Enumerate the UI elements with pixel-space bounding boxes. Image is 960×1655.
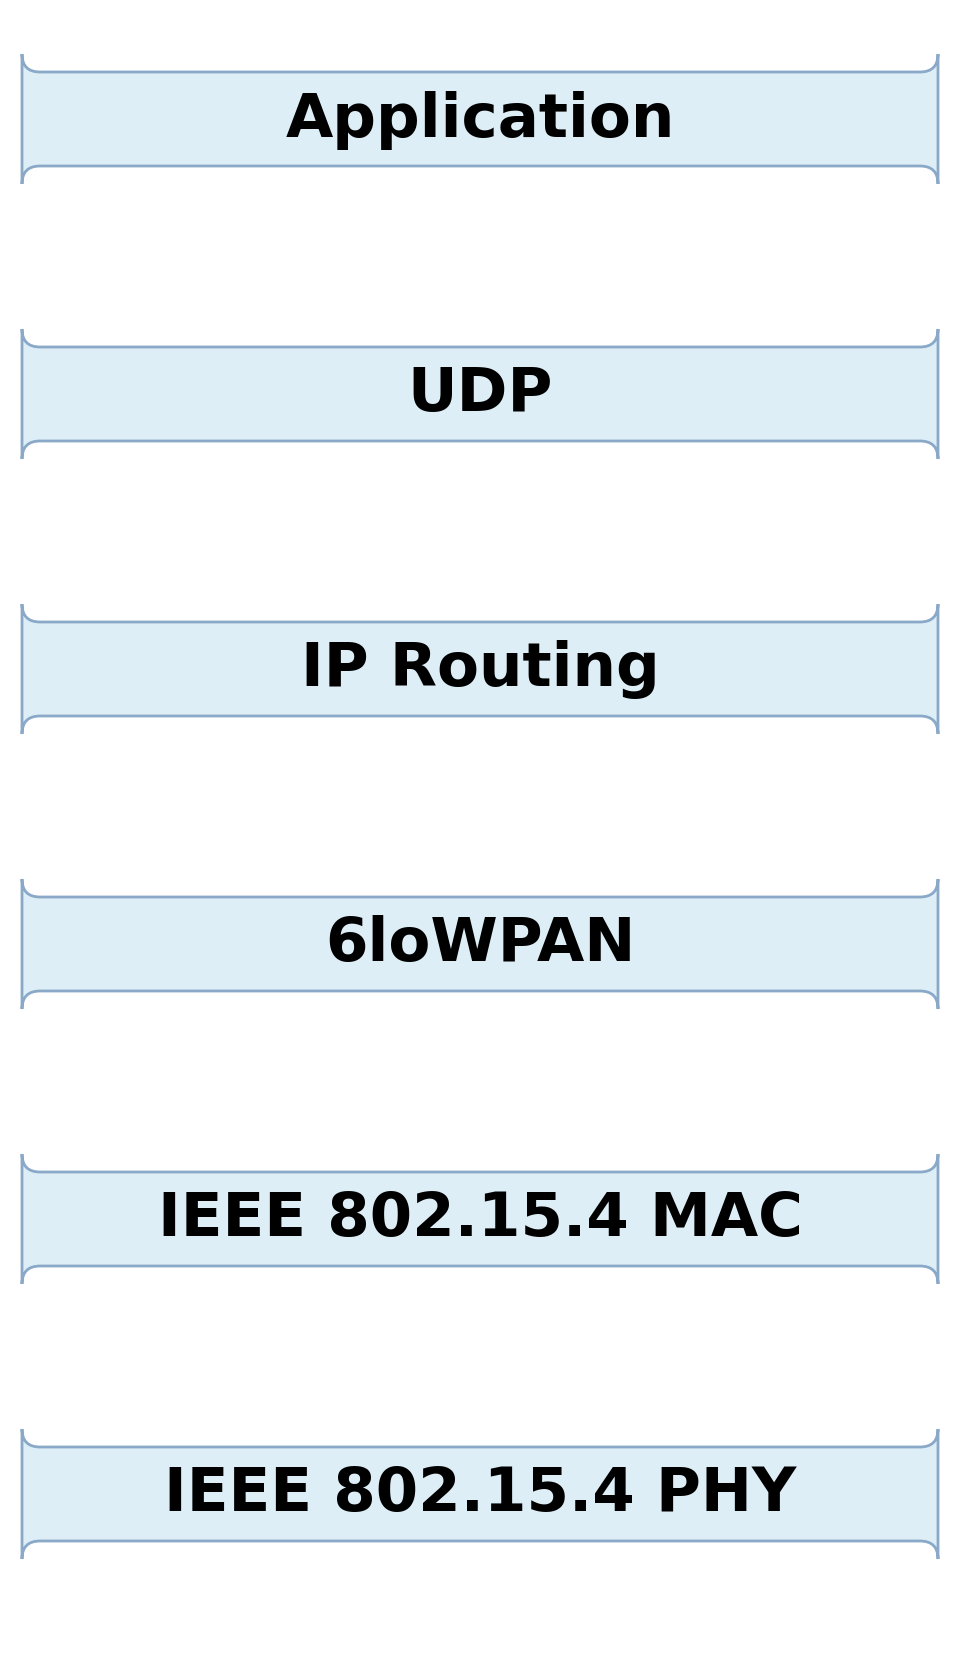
- FancyBboxPatch shape: [22, 604, 938, 735]
- FancyBboxPatch shape: [22, 329, 938, 460]
- Text: IEEE 802.15.4 PHY: IEEE 802.15.4 PHY: [164, 1465, 796, 1524]
- Text: IP Routing: IP Routing: [300, 640, 660, 698]
- FancyBboxPatch shape: [22, 879, 938, 1010]
- Text: UDP: UDP: [407, 366, 553, 424]
- Text: IEEE 802.15.4 MAC: IEEE 802.15.4 MAC: [157, 1190, 803, 1250]
- Text: Application: Application: [285, 91, 675, 149]
- FancyBboxPatch shape: [22, 1430, 938, 1559]
- FancyBboxPatch shape: [22, 1154, 938, 1284]
- Text: 6loWPAN: 6loWPAN: [324, 915, 636, 973]
- FancyBboxPatch shape: [22, 55, 938, 185]
